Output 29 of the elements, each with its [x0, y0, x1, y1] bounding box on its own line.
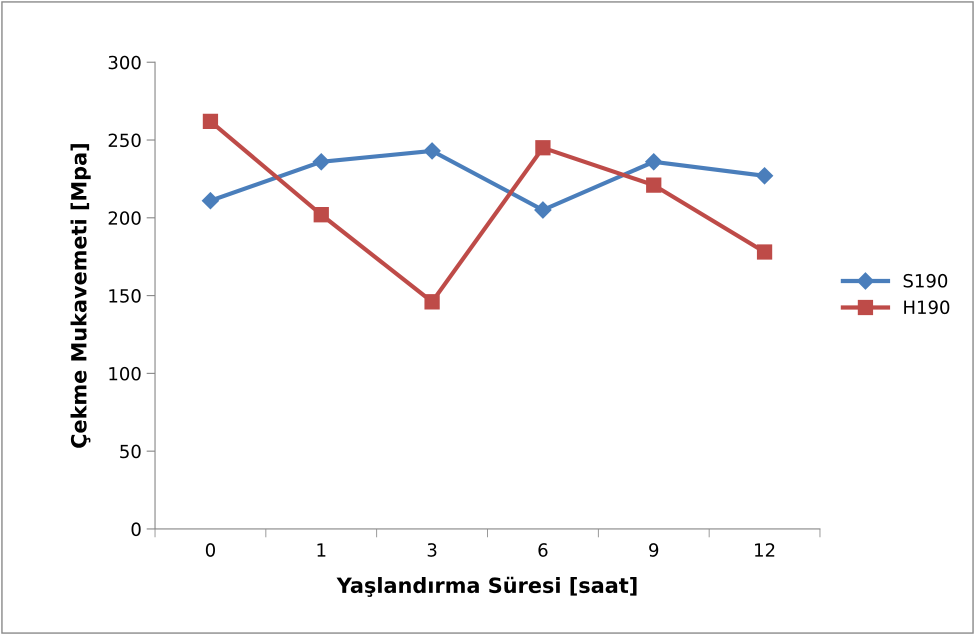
point: [645, 153, 662, 170]
x-tick-label: 9: [649, 543, 658, 557]
point: [424, 294, 440, 310]
legend-label: S190: [904, 274, 948, 288]
point: [646, 177, 662, 193]
point: [534, 201, 552, 219]
y-tick-label: 200: [108, 211, 141, 225]
y-tick-label: 0: [132, 522, 141, 536]
legend-label: H190: [904, 300, 950, 314]
point: [202, 192, 219, 210]
point: [202, 114, 218, 129]
x-tick-label: 0: [206, 543, 215, 557]
point: [424, 142, 441, 160]
point: [314, 207, 329, 222]
y-axis-title: Çekme Mukavemeti [Mpa]: [70, 144, 91, 448]
y-tick-label: 300: [108, 56, 141, 70]
y-tick-label: 50: [120, 444, 141, 458]
y-tick-label: 100: [109, 366, 141, 380]
x-axis-title: Yaşlandırma Süresi [saat]: [336, 576, 636, 597]
point: [756, 244, 772, 260]
x-tick-label: 1: [318, 543, 326, 557]
y-tick-label: 150: [109, 289, 141, 303]
y-tick-label: 250: [108, 133, 141, 148]
point: [312, 153, 330, 170]
point: [756, 167, 774, 184]
x-tick-label: 6: [538, 543, 548, 557]
x-tick-label: 12: [755, 543, 774, 557]
x-tick-label: 3: [428, 543, 436, 557]
point: [535, 140, 551, 156]
